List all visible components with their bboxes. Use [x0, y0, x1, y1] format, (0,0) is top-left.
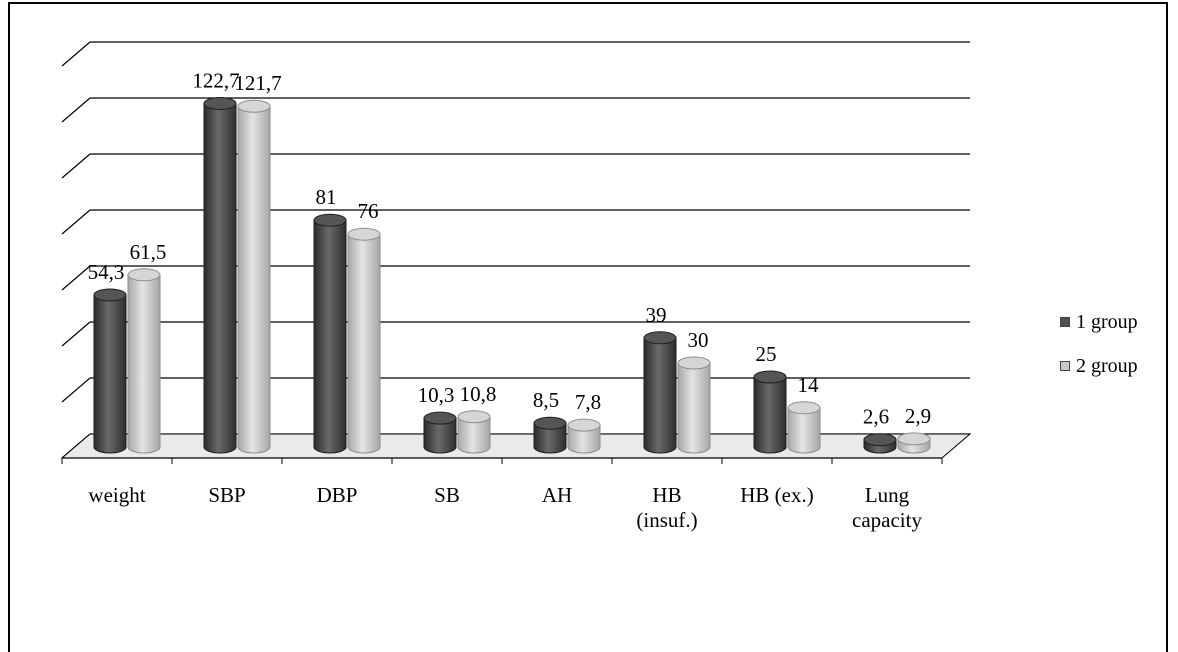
data-label: 39 [646, 303, 667, 327]
category-label: SB [434, 483, 460, 507]
legend: 1 group 2 group [1060, 300, 1138, 388]
data-label: 25 [756, 342, 777, 366]
category-label: weight [88, 483, 145, 507]
floor-plane [60, 433, 972, 459]
data-label: 30 [688, 328, 709, 352]
chart-floor [60, 433, 972, 464]
data-label: 2,9 [905, 404, 931, 428]
bar-top [567, 418, 601, 432]
bar-top [127, 268, 161, 282]
bar [677, 362, 711, 454]
bar-top [203, 96, 237, 110]
legend-label-1: 1 group [1076, 310, 1138, 333]
bar-top [533, 416, 567, 430]
bar-top [237, 99, 271, 113]
gridline-diagonal [61, 377, 91, 403]
bar-top [753, 370, 787, 384]
bar [457, 416, 491, 454]
bar [347, 233, 381, 454]
category-label: DBP [317, 483, 358, 507]
bar [643, 337, 677, 454]
bar-top [457, 410, 491, 424]
data-label: 7,8 [575, 390, 601, 414]
data-label: 81 [316, 185, 337, 209]
legend-item-2: 2 group [1060, 344, 1138, 388]
bar-top [897, 432, 931, 446]
legend-swatch-2 [1060, 361, 1070, 371]
bars [93, 96, 931, 454]
legend-swatch-1 [1060, 317, 1070, 327]
gridlines [61, 41, 970, 459]
bar-top [643, 331, 677, 345]
data-label: 10,3 [418, 383, 455, 407]
bar [533, 422, 567, 454]
data-label: 2,6 [863, 405, 889, 429]
bar-top [787, 401, 821, 415]
gridline-diagonal [61, 209, 91, 235]
category-label: capacity [852, 508, 922, 532]
data-label: 122,7 [192, 68, 239, 92]
bar-top [423, 411, 457, 425]
bar [203, 102, 237, 454]
bar-top [863, 433, 897, 447]
data-label: 54,3 [88, 260, 125, 284]
category-label: Lung [865, 483, 910, 507]
category-label: HB (ex.) [740, 483, 813, 507]
gridline-diagonal [61, 265, 91, 291]
category-label: SBP [208, 483, 245, 507]
data-label: 76 [358, 199, 379, 223]
bar [787, 407, 821, 454]
bar-top [677, 356, 711, 370]
bar [93, 294, 127, 454]
bar [127, 274, 161, 454]
gridline-diagonal [61, 97, 91, 123]
category-labels: weight SBP DBP SB AH HB(insuf.) HB (ex.) Lungca… [88, 483, 922, 532]
category-label: AH [542, 483, 572, 507]
data-label: 10,8 [460, 382, 497, 406]
bar-top [93, 288, 127, 302]
gridline-diagonal [61, 153, 91, 179]
legend-item-1: 1 group [1060, 300, 1138, 344]
gridline-diagonal [61, 41, 91, 67]
data-label: 121,7 [234, 71, 281, 95]
data-label: 14 [798, 373, 820, 397]
gridline-diagonal [61, 321, 91, 347]
legend-label-2: 2 group [1076, 354, 1138, 377]
chart-frame [8, 2, 1168, 652]
bar [567, 424, 601, 454]
bar-top [347, 227, 381, 241]
bar [753, 376, 787, 454]
bar [313, 219, 347, 454]
data-label: 8,5 [533, 388, 559, 412]
bar-top [313, 213, 347, 227]
data-label: 61,5 [130, 240, 167, 264]
category-label: HB [652, 483, 681, 507]
bar [237, 105, 271, 454]
category-label: (insuf.) [636, 508, 697, 532]
bar [423, 417, 457, 454]
